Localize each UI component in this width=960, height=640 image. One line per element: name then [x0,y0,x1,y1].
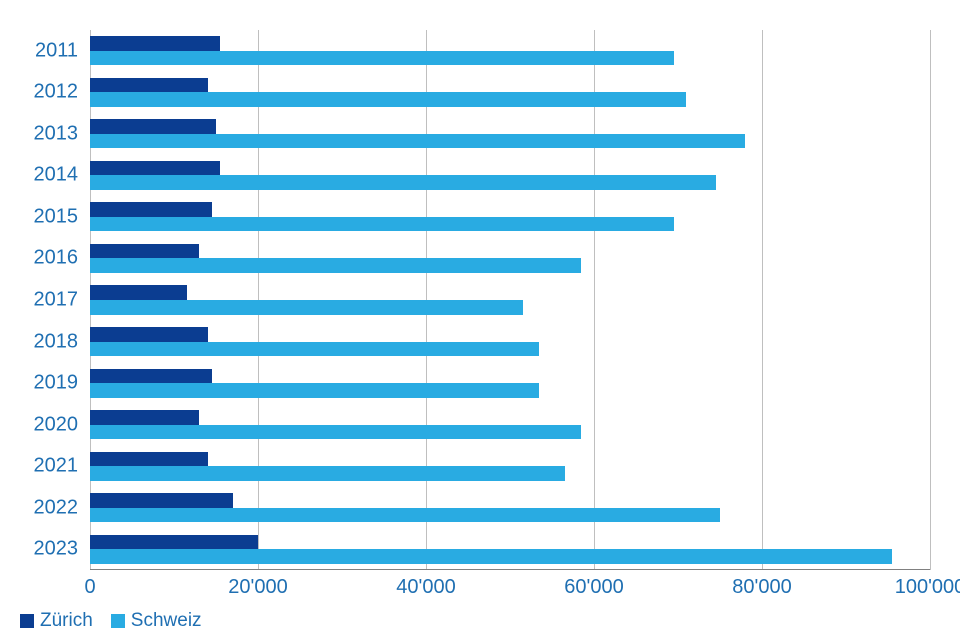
grid-line [762,30,763,570]
bar-zürich [90,410,199,425]
x-axis-label: 100'000 [895,576,960,599]
x-axis-label: 40'000 [396,576,455,599]
legend-swatch [20,614,34,628]
bar-schweiz [90,258,581,273]
bar-zürich [90,285,187,300]
plot-area [90,30,930,570]
y-axis-label: 2014 [0,164,78,187]
bar-zürich [90,36,220,51]
bar-schweiz [90,549,892,564]
bar-schweiz [90,425,581,440]
bar-zürich [90,493,233,508]
legend-item: Zürich [20,610,93,632]
y-axis-label: 2015 [0,205,78,228]
bar-zürich [90,327,208,342]
y-axis-label: 2012 [0,81,78,104]
y-axis-label: 2017 [0,289,78,312]
y-axis-label: 2022 [0,496,78,519]
y-axis-label: 2016 [0,247,78,270]
legend-item: Schweiz [111,610,202,632]
bar-schweiz [90,175,716,190]
bar-schweiz [90,92,686,107]
bar-zürich [90,161,220,176]
y-axis-label: 2018 [0,330,78,353]
x-axis-label: 80'000 [732,576,791,599]
legend-label: Schweiz [131,610,202,632]
legend-swatch [111,614,125,628]
bar-zürich [90,452,208,467]
bar-zürich [90,119,216,134]
bar-schweiz [90,383,539,398]
bar-schweiz [90,342,539,357]
bar-schweiz [90,508,720,523]
y-axis-label: 2011 [0,39,78,62]
x-axis-label: 20'000 [228,576,287,599]
bar-zürich [90,78,208,93]
grid-line [930,30,931,570]
bar-zürich [90,535,258,550]
bar-schweiz [90,300,523,315]
y-axis-label: 2021 [0,455,78,478]
x-axis-label: 60'000 [564,576,623,599]
y-axis-label: 2023 [0,538,78,561]
x-axis [90,569,930,570]
bar-zürich [90,369,212,384]
bar-schweiz [90,466,565,481]
bar-schweiz [90,51,674,66]
bar-zürich [90,202,212,217]
y-axis-label: 2019 [0,372,78,395]
chart-container: Zürich Schweiz 0 20'000 40'000 60'000 80'000 1… [0,0,960,640]
legend-label: Zürich [40,610,93,632]
y-axis-label: 2013 [0,122,78,145]
legend: Zürich Schweiz [20,610,202,632]
bar-schweiz [90,217,674,232]
bar-schweiz [90,134,745,149]
y-axis-label: 2020 [0,413,78,436]
bar-zürich [90,244,199,259]
grid-line [594,30,595,570]
x-axis-label: 0 [84,576,95,599]
